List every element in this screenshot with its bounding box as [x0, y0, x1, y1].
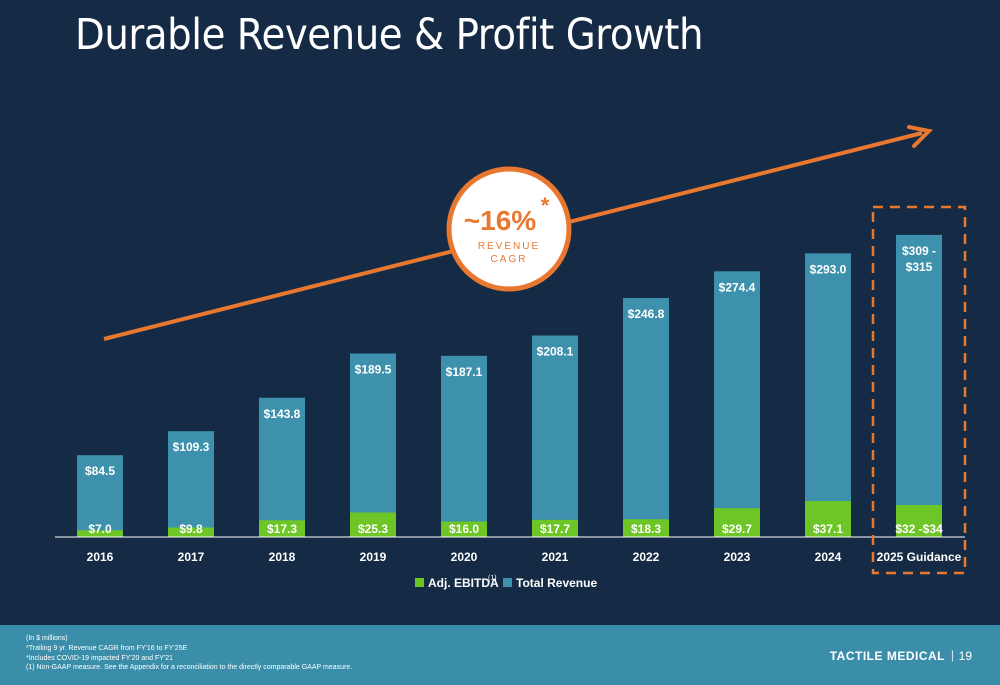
page-separator: | — [950, 648, 954, 662]
data-label-revenue: $189.5 — [355, 363, 392, 377]
guidance-dashed-box — [871, 205, 967, 575]
footer-bar: (In $ millions) *Trailing 9 yr. Revenue … — [0, 625, 1000, 685]
bar-ebitda-2021 — [532, 519, 578, 537]
bar-revenue-2024 — [805, 253, 851, 538]
data-label-revenue-line: $293.0 — [810, 262, 847, 276]
bar-ebitda-2023 — [714, 508, 760, 537]
bar-ebitda-2022 — [623, 519, 669, 537]
data-label-ebitda: $17.3 — [267, 522, 297, 536]
bar-revenue-2022 — [623, 298, 669, 537]
bar-revenue-2018 — [259, 397, 305, 537]
footnote-covid: *Includes COVID-19 impacted FY'20 and FY… — [26, 654, 174, 662]
cagr-label-line1: REVENUE — [478, 241, 540, 252]
data-label-revenue-line: $315 — [906, 260, 933, 274]
data-label-revenue-line: $274.4 — [719, 280, 756, 294]
bar-revenue-2025-guidance — [896, 234, 942, 537]
x-tick-label: 2020 — [451, 550, 478, 564]
data-label-ebitda: $16.0 — [449, 522, 479, 536]
data-label-revenue: $274.4 — [719, 280, 756, 294]
data-label-revenue-line: $109.3 — [173, 440, 210, 454]
revenue-ebitda-bar-chart: $84.5 $7.0 $109.3 $9.8 $143.8 $17.3 $189.5 $25.… — [55, 125, 967, 590]
bar-ebitda-2018 — [259, 520, 305, 537]
data-label-revenue: $246.8 — [628, 307, 665, 321]
x-tick-label: 2022 — [633, 550, 660, 564]
bar-revenue-2020 — [441, 355, 487, 537]
legend-swatch-ebitda — [415, 578, 424, 587]
cagr-label-line2: CAGR — [491, 254, 528, 265]
footnote-units: (In $ millions) — [26, 635, 68, 642]
bar-ebitda-2020 — [441, 521, 487, 537]
trend-arrow-head — [907, 125, 934, 148]
x-tick-label: 2025 Guidance — [877, 550, 962, 564]
footnote-non-gaap: (1) Non-GAAP measure. See the Appendix f… — [26, 664, 353, 672]
data-label-revenue-line: $84.5 — [85, 464, 115, 478]
bar-ebitda-2016 — [77, 530, 123, 537]
x-tick-label: 2017 — [178, 550, 205, 564]
bar-ebitda-2025-guidance — [896, 505, 942, 537]
data-label-revenue: $293.0 — [810, 262, 847, 276]
data-label-revenue-line: $246.8 — [628, 307, 665, 321]
legend-superscript-ebitda: (1) — [488, 575, 497, 582]
data-label-revenue: $143.8 — [264, 407, 301, 421]
data-label-ebitda: $32 -$34 — [895, 522, 943, 536]
data-label-ebitda: $9.8 — [179, 522, 203, 536]
legend-swatch-revenue — [503, 578, 512, 587]
data-label-ebitda: $7.0 — [88, 522, 112, 536]
bar-revenue-2019 — [350, 353, 396, 537]
data-label-ebitda: $17.7 — [540, 522, 570, 536]
data-label-revenue: $208.1 — [537, 345, 574, 359]
legend-label-revenue: Total Revenue — [516, 576, 597, 590]
data-label-revenue: $187.1 — [446, 365, 483, 379]
data-label-revenue-line: $208.1 — [537, 345, 574, 359]
bar-ebitda-2017 — [168, 527, 214, 537]
company-name: TACTILE MEDICAL — [829, 649, 945, 663]
page-number: 19 — [958, 649, 972, 663]
data-label-revenue-line: $189.5 — [355, 363, 392, 377]
bar-revenue-2021 — [532, 335, 578, 537]
bar-revenue-2016 — [77, 455, 123, 537]
data-label-ebitda: $37.1 — [813, 522, 843, 536]
chart-legend: Adj. EBITDA (1) Total Revenue — [415, 575, 597, 590]
x-tick-label: 2023 — [724, 550, 751, 564]
data-label-revenue: $309 - $315 — [902, 244, 936, 274]
data-label-revenue: $84.5 — [85, 464, 115, 478]
data-label-ebitda: $18.3 — [631, 522, 661, 536]
data-label-revenue-line: $187.1 — [446, 365, 483, 379]
x-tick-label: 2021 — [542, 550, 569, 564]
cagr-asterisk: * — [541, 193, 550, 218]
bar-ebitda-2019 — [350, 512, 396, 537]
data-label-ebitda: $25.3 — [358, 522, 388, 536]
data-label-ebitda: $29.7 — [722, 522, 752, 536]
legend-label-ebitda: Adj. EBITDA — [428, 576, 499, 590]
x-tick-label: 2016 — [87, 550, 114, 564]
x-tick-label: 2018 — [269, 550, 296, 564]
x-tick-label: 2024 — [815, 550, 842, 564]
bar-revenue-2023 — [714, 271, 760, 537]
slide-title: Durable Revenue & Profit Growth — [75, 10, 704, 60]
footnote-cagr: *Trailing 9 yr. Revenue CAGR from FY'16 … — [26, 644, 188, 652]
x-tick-label: 2019 — [360, 550, 387, 564]
bars-layer: $84.5 $7.0 $109.3 $9.8 $143.8 $17.3 $189.5 $25.… — [77, 234, 943, 538]
cagr-value: ~16% — [464, 205, 536, 236]
data-label-revenue: $109.3 — [173, 440, 210, 454]
x-axis-labels: 2016 2017 2018 2019 2020 2021 2022 2023 2024 2025… — [87, 550, 962, 564]
footnotes: (In $ millions) *Trailing 9 yr. Revenue … — [26, 634, 352, 673]
bar-revenue-2017 — [168, 431, 214, 537]
bar-ebitda-2024 — [805, 501, 851, 537]
data-label-revenue-line: $309 - — [902, 244, 936, 258]
data-label-revenue-line: $143.8 — [264, 407, 301, 421]
cagr-circle — [446, 166, 572, 292]
cagr-badge: ~16% * REVENUE CAGR — [446, 166, 572, 292]
